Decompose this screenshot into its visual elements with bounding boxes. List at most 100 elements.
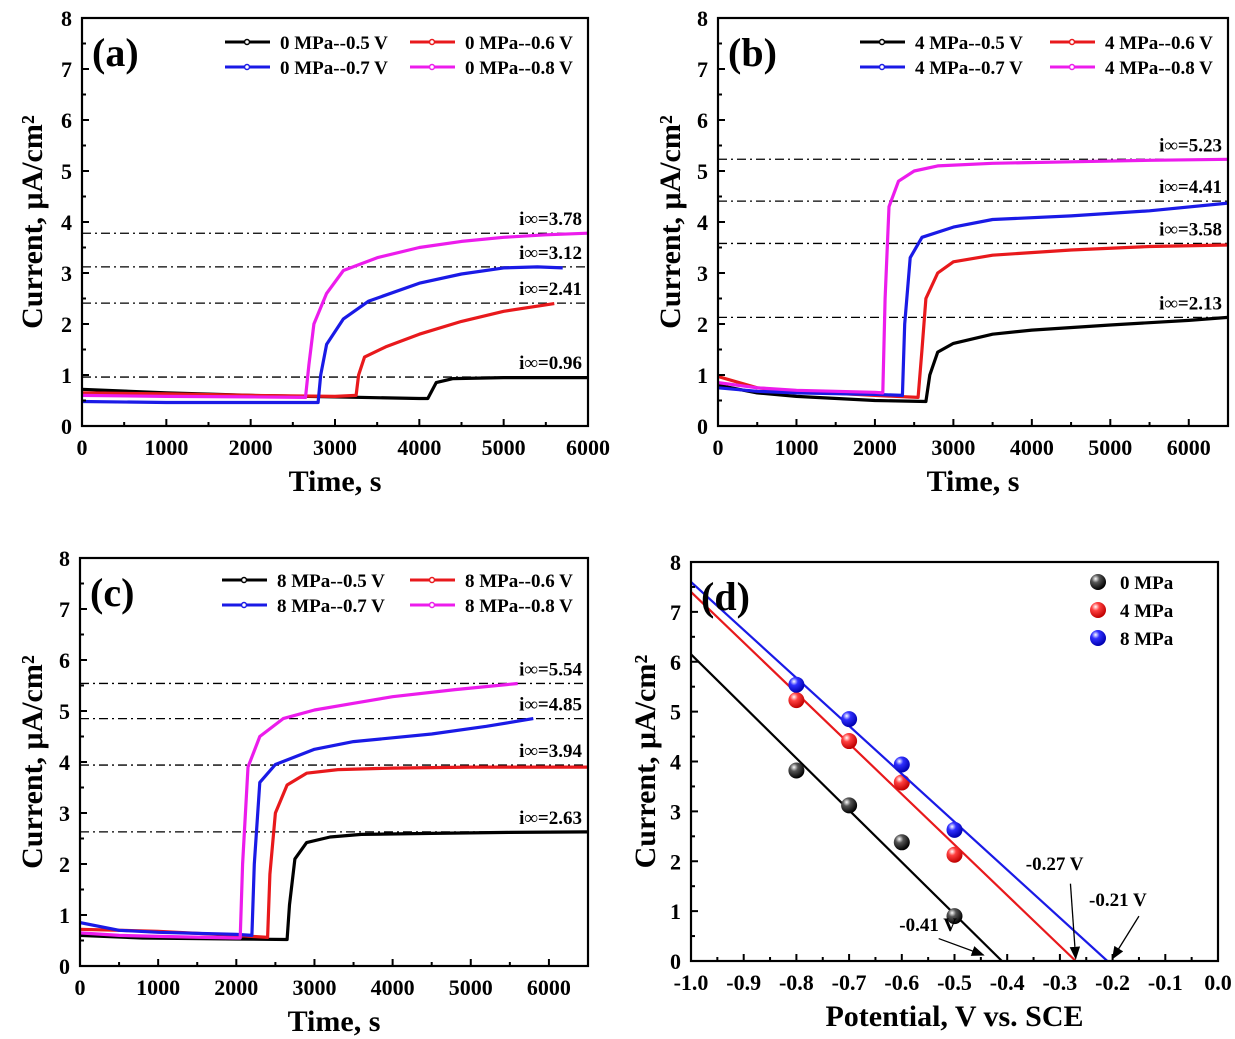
series-line	[718, 315, 1228, 404]
panel-label: (d)	[701, 574, 750, 619]
panel-c: i∞=5.54 i∞=4.85 i∞=3.94 i∞=2.63 0 1 2 3 4 5 6 7 8 0 10…	[16, 546, 590, 1038]
x-tick-label: 0	[713, 435, 724, 460]
annotation-label: -0.41 V	[899, 915, 957, 936]
x-tick-label: -0.7	[832, 970, 867, 995]
data-point	[841, 733, 858, 750]
x-tick-label: -0.8	[779, 970, 814, 995]
series-line	[82, 302, 555, 398]
x-tick-label: 0	[77, 435, 88, 460]
x-tick-label: -0.6	[884, 970, 919, 995]
legend-marker	[428, 576, 436, 584]
x-tick-label: -0.3	[1042, 970, 1077, 995]
y-tick-label: 6	[61, 108, 72, 133]
y-tick-label: 6	[59, 648, 70, 673]
legend-label: 4 MPa--0.5 V	[915, 33, 1023, 54]
fit-line	[691, 591, 1077, 961]
legend-label: 8 MPa--0.6 V	[465, 571, 573, 592]
x-tick-label: -1.0	[674, 970, 709, 995]
annotation-arrow	[938, 937, 985, 956]
panel-d: -0.41 V -0.27 V-0.21 V 0 1 2 3 4 5 6 7 8 -1.0 -0.9 -0…	[629, 550, 1232, 1033]
annotation-label: -0.27 V	[1026, 854, 1084, 875]
x-tick-label: 3000	[292, 975, 336, 1000]
series-line	[80, 717, 534, 938]
x-tick-label: -0.1	[1148, 970, 1183, 995]
plot-frame	[78, 556, 590, 968]
reference-label: i∞=5.23	[1159, 135, 1222, 156]
data-point	[841, 711, 858, 728]
reference-label: i∞=2.13	[1159, 293, 1222, 314]
panel-label: (a)	[92, 30, 139, 75]
y-axis-label: Current, μA/cm²	[16, 115, 49, 329]
x-axis-label: Time, s	[289, 465, 382, 498]
series-line	[80, 830, 588, 942]
legend-label: 8 MPa--0.8 V	[465, 596, 573, 617]
reference-label: i∞=4.41	[1159, 177, 1222, 198]
y-tick-label: 3	[670, 799, 681, 824]
data-point	[946, 846, 963, 863]
y-tick-label: 0	[59, 954, 70, 979]
x-tick-label: 0	[75, 975, 86, 1000]
legend-marker	[878, 63, 886, 71]
reference-label: i∞=3.94	[519, 741, 582, 762]
y-tick-label: 8	[670, 550, 681, 575]
y-tick-label: 2	[59, 852, 70, 877]
y-tick-label: 5	[697, 159, 708, 184]
x-tick-label: 4000	[1010, 435, 1054, 460]
y-tick-label: 2	[697, 312, 708, 337]
y-tick-label: 3	[697, 261, 708, 286]
y-tick-label: 4	[670, 750, 681, 775]
legend-label: 4 MPa--0.7 V	[915, 58, 1023, 79]
x-tick-label: 0.0	[1204, 970, 1232, 995]
y-tick-label: 0	[61, 414, 72, 439]
reference-label: i∞=3.78	[519, 209, 582, 230]
series-line	[80, 681, 518, 940]
legend-marker	[878, 38, 886, 46]
data-point	[841, 797, 858, 814]
legend-marker	[428, 63, 436, 71]
data-point	[893, 774, 910, 791]
y-tick-label: 1	[59, 903, 70, 928]
annotation-arrow	[1111, 915, 1140, 960]
series-line	[82, 265, 563, 405]
x-tick-label: 4000	[397, 435, 441, 460]
legend-label: 8 MPa--0.7 V	[277, 596, 385, 617]
legend-label: 4 MPa--0.8 V	[1105, 58, 1213, 79]
y-tick-label: 1	[61, 363, 72, 388]
y-tick-label: 8	[61, 6, 72, 31]
legend-marker	[428, 601, 436, 609]
x-tick-label: 3000	[313, 435, 357, 460]
series-line	[82, 231, 588, 399]
series-line	[80, 765, 588, 940]
panel-label: (b)	[728, 30, 777, 75]
y-tick-label: 0	[697, 414, 708, 439]
y-axis-label: Current, μA/cm²	[654, 115, 687, 329]
y-tick-label: 1	[697, 363, 708, 388]
data-point	[893, 756, 910, 773]
y-tick-label: 2	[61, 312, 72, 337]
y-tick-label: 7	[697, 57, 708, 82]
y-tick-label: 3	[59, 801, 70, 826]
legend-marker	[1090, 574, 1106, 590]
data-point	[788, 676, 805, 693]
series-line	[718, 201, 1228, 397]
panel-a: i∞=3.78 i∞=3.12 i∞=2.41 i∞=0.96 0 1 2 3 4 5 6 7 8 0 10…	[16, 6, 610, 498]
legend-label: 4 MPa--0.6 V	[1105, 33, 1213, 54]
y-tick-label: 8	[59, 546, 70, 571]
legend-label: 0 MPa--0.7 V	[280, 58, 388, 79]
annotation-arrow	[1069, 883, 1081, 960]
x-tick-label: 6000	[527, 975, 571, 1000]
x-tick-label: 1000	[144, 435, 188, 460]
legend-marker	[1090, 630, 1106, 646]
y-tick-label: 6	[697, 108, 708, 133]
legend-marker	[1068, 63, 1076, 71]
legend-marker	[240, 601, 248, 609]
reference-label: i∞=0.96	[519, 353, 582, 374]
y-tick-label: 3	[61, 261, 72, 286]
legend-marker	[1068, 38, 1076, 46]
y-tick-label: 5	[670, 700, 681, 725]
legend-label: 0 MPa--0.5 V	[280, 33, 388, 54]
data-point	[788, 762, 805, 779]
y-tick-label: 4	[59, 750, 70, 775]
x-axis-label: Time, s	[288, 1005, 381, 1038]
